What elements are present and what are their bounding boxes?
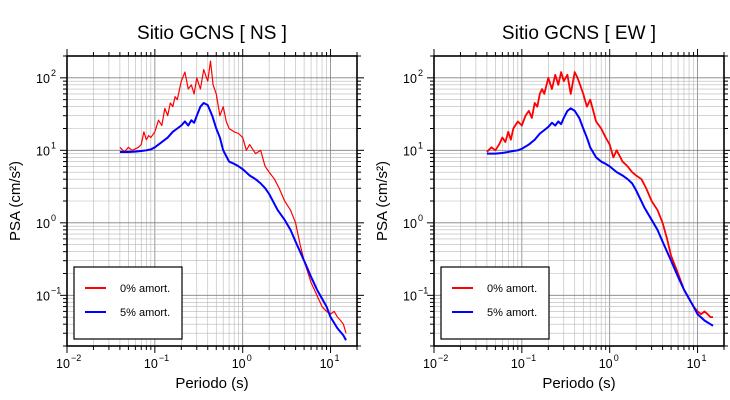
y-tick-label: 10 xyxy=(36,289,50,303)
x-axis-label: Periodo (s) xyxy=(175,375,248,392)
chart-title: Sitio GCNS [ EW ] xyxy=(502,23,656,44)
y-tick-label-exponent: 0 xyxy=(51,213,56,223)
series-line-damping-5 xyxy=(119,101,347,341)
x-tick-label: 10 xyxy=(423,357,437,371)
legend: 0% amort. 5% amort. xyxy=(440,266,550,340)
y-axis-label: PSA (cm/s²) xyxy=(374,161,391,241)
tick-marks xyxy=(427,49,730,353)
x-tick-label-exponent: −1 xyxy=(526,353,536,363)
x-tick-label-exponent: −1 xyxy=(159,353,169,363)
x-tick-label-exponent: 1 xyxy=(335,353,340,363)
legend-entry: 5% amort. xyxy=(487,307,537,319)
legend-box xyxy=(73,266,183,340)
y-tick-label-exponent: 2 xyxy=(51,68,56,78)
legend: 0% amort. 5% amort. xyxy=(73,266,183,340)
x-tick-label: 10 xyxy=(144,357,158,371)
y-tick-label-exponent: 1 xyxy=(51,140,56,150)
legend-entry: 5% amort. xyxy=(120,307,170,319)
y-tick-label-exponent: 0 xyxy=(418,213,423,223)
x-axis-label: Periodo (s) xyxy=(542,375,615,392)
x-tick-label-exponent: −2 xyxy=(438,353,448,363)
legend-entry: 0% amort. xyxy=(487,283,537,295)
y-tick-label-exponent: −1 xyxy=(418,285,428,295)
x-tick-label-exponent: −2 xyxy=(71,353,81,363)
y-tick-label: 10 xyxy=(403,72,417,86)
series-line-damping-5 xyxy=(486,107,714,327)
legend-box xyxy=(440,266,550,340)
x-tick-label: 10 xyxy=(687,357,701,371)
y-tick-label: 10 xyxy=(36,217,50,231)
tick-marks xyxy=(60,49,364,353)
x-tick-label-exponent: 0 xyxy=(614,353,619,363)
x-tick-label: 10 xyxy=(320,357,334,371)
y-tick-label-exponent: −1 xyxy=(51,285,61,295)
chart-title: Sitio GCNS [ NS ] xyxy=(137,23,287,44)
x-tick-label: 10 xyxy=(511,357,525,371)
y-tick-label: 10 xyxy=(403,217,417,231)
legend-entry: 0% amort. xyxy=(120,283,170,295)
y-tick-label: 10 xyxy=(36,72,50,86)
series-line-damping-0 xyxy=(486,71,714,319)
y-axis-label: PSA (cm/s²) xyxy=(7,161,24,241)
x-tick-label: 10 xyxy=(232,357,246,371)
x-tick-label: 10 xyxy=(599,357,613,371)
y-tick-label-exponent: 2 xyxy=(418,68,423,78)
x-tick-label-exponent: 1 xyxy=(702,353,707,363)
y-tick-label: 10 xyxy=(36,144,50,158)
y-tick-label: 10 xyxy=(403,289,417,303)
y-tick-label: 10 xyxy=(403,144,417,158)
y-tick-label-exponent: 1 xyxy=(418,140,423,150)
x-tick-label-exponent: 0 xyxy=(247,353,252,363)
x-tick-label: 10 xyxy=(56,357,70,371)
